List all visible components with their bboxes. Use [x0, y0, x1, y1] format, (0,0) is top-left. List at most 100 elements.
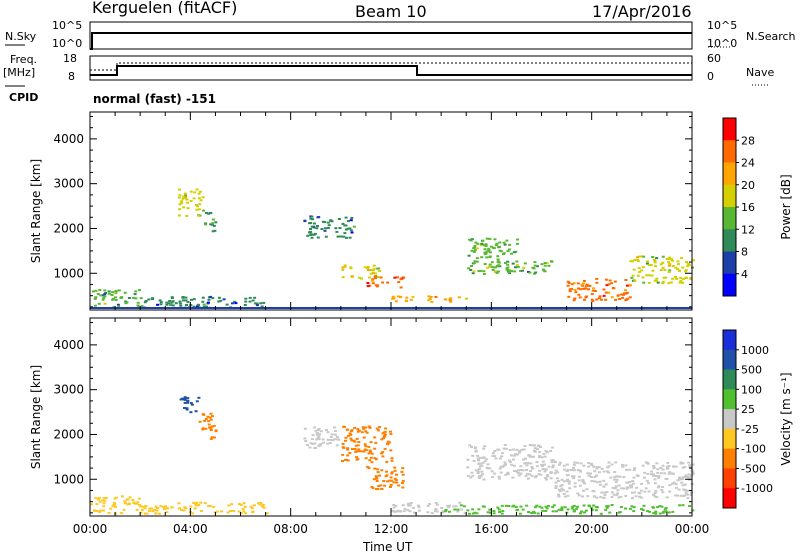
echo-cell-1	[195, 305, 199, 308]
echo-cell-11	[647, 281, 651, 284]
echo-cell-0	[96, 293, 100, 295]
echo-cell-10	[557, 508, 561, 511]
echo-cell-8	[496, 258, 500, 261]
echo-cell-9	[681, 484, 685, 487]
echo-cell-7	[460, 508, 464, 511]
xtick-label-4: 16:00	[474, 522, 509, 536]
echo-cell-4	[318, 433, 322, 436]
echo-cell-0	[91, 290, 95, 293]
echo-cell-5	[355, 437, 359, 440]
echo-cell-0	[101, 294, 105, 297]
nsky-tick-bottom: 10^0	[52, 37, 83, 50]
echo-cell-8	[538, 469, 542, 472]
echo-cell-1	[251, 299, 255, 302]
echo-cell-0	[113, 497, 117, 500]
echo-cell-10	[606, 505, 610, 508]
echo-cell-2	[189, 402, 193, 405]
echo-cell-9	[664, 477, 668, 480]
echo-cell-7	[447, 504, 451, 507]
echo-cell-9	[593, 475, 597, 478]
echo-cell-4	[334, 227, 338, 230]
echo-cell-4	[311, 218, 314, 221]
echo-cell-10	[661, 511, 665, 514]
echo-cell-11	[681, 281, 684, 284]
echo-cell-5	[367, 269, 370, 271]
ytick-label-1000: 1000	[53, 266, 84, 280]
echo-cell-10	[651, 506, 655, 509]
echo-cell-3	[213, 436, 216, 439]
echo-cell-9	[581, 479, 585, 481]
echo-cell-10	[536, 512, 540, 515]
echo-cell-5	[356, 457, 360, 460]
mhz-label: [MHz]	[3, 66, 36, 79]
echo-cell-8	[466, 474, 470, 477]
echo-cell-1	[227, 504, 231, 507]
echo-cell-2	[178, 188, 181, 191]
echo-cell-1	[147, 298, 151, 301]
echo-cell-1	[251, 510, 255, 513]
colorbar-segment	[723, 369, 736, 390]
echo-cell-5	[370, 461, 374, 464]
echo-cell-11	[642, 281, 646, 284]
echo-cell-9	[543, 264, 547, 267]
echo-cell-8	[499, 471, 503, 474]
echo-cell-7	[441, 511, 445, 514]
colorbar-segment	[723, 468, 736, 489]
echo-cell-6	[384, 475, 388, 478]
echo-cell-4	[329, 219, 333, 222]
echo-cell-2	[199, 199, 203, 202]
echo-cell-10	[595, 298, 599, 301]
echo-cell-10	[471, 512, 475, 515]
echo-cell-8	[533, 447, 537, 450]
echo-cell-8	[506, 473, 510, 476]
echo-cell-9	[644, 461, 648, 464]
echo-cell-10	[618, 511, 622, 514]
echo-cell-9	[656, 468, 660, 471]
echo-cell-9	[576, 492, 580, 495]
echo-cell-6	[372, 478, 376, 481]
echo-cell-0	[99, 509, 103, 512]
nsky-line	[90, 32, 692, 50]
echo-cell-8	[537, 473, 541, 476]
echo-cell-4	[326, 438, 330, 441]
echo-cell-8	[516, 453, 520, 456]
echo-cell-6	[397, 484, 401, 487]
echo-cell-6	[400, 482, 404, 484]
echo-cell-8	[511, 262, 515, 265]
echo-cell-8	[480, 464, 484, 467]
echo-cell-7	[392, 504, 396, 506]
echo-cell-3	[211, 222, 215, 225]
echo-cell-7	[463, 512, 467, 515]
echo-cell-11	[676, 260, 680, 263]
echo-cell-1	[158, 299, 162, 302]
echo-cell-9	[647, 490, 651, 493]
echo-cell-8	[496, 255, 500, 258]
echo-cell-11	[636, 274, 640, 277]
echo-cell-2	[198, 208, 202, 211]
echo-cell-0	[116, 303, 120, 306]
echo-cell-10	[560, 508, 564, 511]
echo-cell-9	[678, 476, 682, 479]
echo-cell-1	[199, 501, 203, 504]
echo-cell-1	[181, 296, 185, 299]
echo-cell-2	[183, 396, 187, 399]
echo-cell-1	[207, 301, 210, 304]
echo-cell-8	[491, 452, 495, 455]
echo-cell-5	[368, 276, 371, 279]
echo-cell-1	[192, 501, 196, 504]
echo-cell-8	[483, 460, 487, 463]
echo-cell-10	[619, 506, 623, 509]
echo-cell-4	[342, 235, 346, 238]
echo-cell-3	[209, 418, 213, 421]
echo-cell-9	[566, 468, 570, 471]
echo-cell-5	[341, 443, 345, 445]
echo-cell-1	[260, 305, 264, 308]
echo-cell-0	[92, 509, 96, 512]
echo-cell-10	[691, 509, 695, 512]
echo-cell-8	[550, 461, 554, 464]
echo-cell-11	[656, 281, 660, 284]
echo-cell-8	[494, 244, 498, 247]
echo-cell-3	[207, 423, 211, 426]
colorbar-segment	[723, 428, 736, 450]
echo-cell-1	[261, 505, 265, 508]
